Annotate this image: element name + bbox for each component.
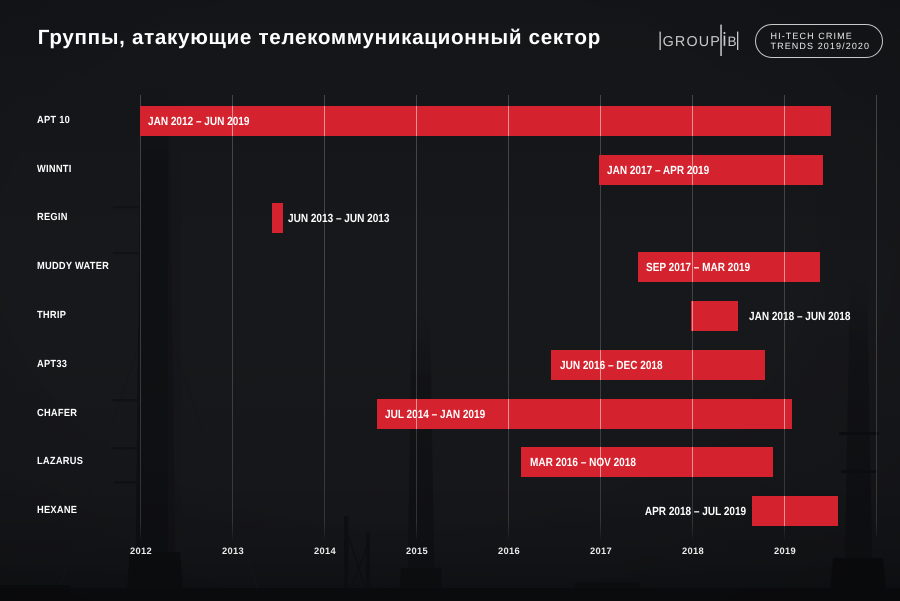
svg-text:B: B — [728, 34, 737, 49]
svg-text:GROUP: GROUP — [663, 34, 721, 50]
